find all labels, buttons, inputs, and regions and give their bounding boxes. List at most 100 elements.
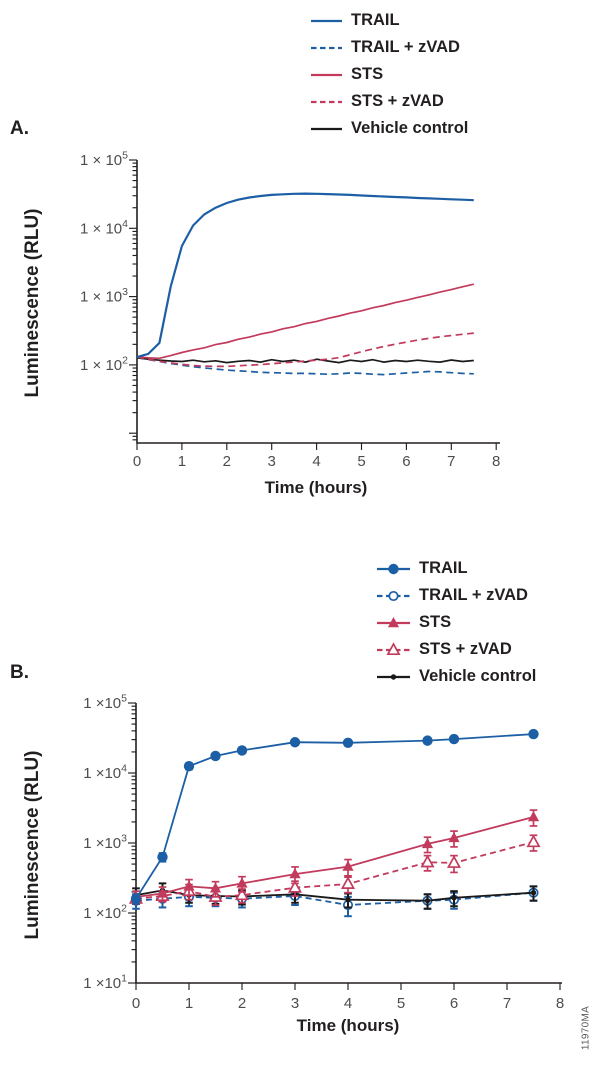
series-line-trail — [135, 733, 534, 900]
filled-circle-marker — [289, 737, 301, 748]
y-tick-label: 1 × 104 — [80, 218, 128, 238]
legend-label: STS + zVAD — [419, 640, 512, 658]
legend-label: TRAIL + zVAD — [351, 38, 460, 56]
error-bars — [132, 730, 538, 905]
series-sts — [136, 283, 474, 360]
chart-a-canvas: 0 1 2 3 4 5 6 7 8 1 × 105 1 × 104 1 × 103 1 × 102 — [80, 150, 500, 471]
legend-a: TRAIL TRAIL + zVAD STS STS + zVAD Vehicle co… — [311, 7, 468, 142]
open-triangle-marker — [340, 876, 356, 890]
x-tick-label: 1 — [178, 453, 186, 470]
x-tick-label: 4 — [344, 995, 352, 1012]
x-tick-label: 5 — [357, 453, 365, 470]
filled-triangle-marker — [183, 880, 195, 891]
legend-item-sts: STS — [377, 609, 536, 636]
dot-marker — [530, 889, 537, 896]
open-triangle-marker — [446, 855, 462, 868]
filled-circle-marker — [236, 745, 248, 756]
legend-item-sts: STS — [311, 61, 468, 88]
x-tick-label: 4 — [312, 453, 320, 470]
y-tick-label: 1 ×104 — [83, 763, 127, 783]
triangle-open-marker-swatch-icon — [377, 641, 410, 655]
dot-marker — [451, 895, 457, 901]
x-tick-label: 8 — [492, 453, 500, 470]
dot-marker — [390, 673, 397, 680]
line-swatch-icon — [311, 73, 342, 76]
open-triangle-marker — [526, 834, 541, 848]
open-triangle-marker — [386, 641, 401, 655]
filled-circle-marker — [210, 750, 221, 762]
filled-triangle-marker — [527, 811, 540, 822]
triangle-marker-swatch-icon — [377, 616, 410, 627]
open-triangle-marker — [234, 887, 250, 901]
dot-marker — [424, 897, 431, 904]
series-line-vehicle-control — [136, 356, 474, 364]
y-tick-label: 1 × 102 — [80, 354, 128, 374]
x-tick-label: 1 — [185, 995, 193, 1012]
series-line-sts — [136, 283, 474, 360]
filled-circle-marker — [448, 733, 460, 745]
legend-item-trail-zvad: TRAIL + zVAD — [311, 34, 468, 61]
y-tick-label: 1 × 105 — [80, 150, 128, 170]
legend-item-trail-zvad: TRAIL + zVAD — [377, 582, 536, 609]
legend-item-trail: TRAIL — [311, 7, 468, 34]
filled-triangle-marker — [209, 882, 222, 893]
open-triangle-marker — [420, 854, 435, 868]
circle-marker-swatch-icon — [377, 563, 410, 574]
x-tick-label: 7 — [447, 453, 455, 470]
x-tick-label: 2 — [238, 995, 246, 1012]
x-tick-label: 5 — [397, 995, 405, 1012]
chart-b-canvas: 0 1 2 3 4 5 6 7 8 1 ×105 1 ×104 1 ×103 1 ×102 1 ×101 — [83, 693, 564, 1013]
legend-label: STS — [351, 65, 384, 83]
tick-marks — [128, 702, 561, 990]
legend-label: STS — [419, 613, 452, 631]
filled-circle-marker — [388, 563, 399, 574]
line-swatch-icon — [311, 127, 342, 130]
open-circle-marker — [388, 590, 399, 601]
x-axis-title-b: Time (hours) — [296, 1016, 400, 1035]
series-line-trail — [136, 192, 474, 359]
filled-triangle-marker — [289, 868, 301, 879]
filled-circle-marker — [342, 737, 354, 749]
legend-item-vehicle-control: Vehicle control — [311, 115, 468, 142]
x-axis-title-a: Time (hours) — [264, 478, 368, 497]
x-tick-label: 0 — [132, 995, 140, 1012]
x-tick-label: 2 — [223, 453, 231, 470]
line-swatch-icon — [311, 46, 342, 49]
panel-a-label: A. — [10, 118, 29, 139]
x-tick-label: 6 — [450, 995, 458, 1012]
x-tick-label: 8 — [556, 995, 564, 1012]
series-trail — [130, 728, 539, 905]
legend-item-sts-zvad: STS + zVAD — [377, 636, 536, 663]
y-tick-label: 1 ×102 — [83, 903, 127, 923]
series-line-sts — [135, 816, 534, 898]
open-triangle-marker — [287, 879, 303, 893]
series-line-sts-zvad — [135, 841, 534, 900]
filled-circle-marker — [183, 761, 195, 772]
axes — [136, 160, 500, 444]
series-line-trail-zvad — [136, 356, 474, 376]
filled-triangle-marker — [421, 837, 434, 849]
series-sts — [130, 809, 540, 905]
y-tick-label: 1 ×101 — [83, 973, 127, 993]
legend-label: Vehicle control — [419, 667, 537, 685]
x-tick-label: 6 — [402, 453, 410, 470]
panel-b-label: B. — [10, 662, 29, 683]
line-swatch-icon — [311, 100, 342, 103]
tick-labels: 0 1 2 3 4 5 6 7 8 1 × 105 1 × 104 1 × 103 1 × 102 — [80, 150, 500, 471]
filled-circle-marker — [157, 851, 168, 863]
x-tick-label: 3 — [291, 995, 299, 1012]
filled-triangle-marker — [387, 616, 400, 627]
filled-circle-marker — [422, 735, 433, 746]
figure-id-vertical-text: 11970MA — [580, 1005, 592, 1051]
x-tick-label: 7 — [503, 995, 511, 1012]
legend-label: TRAIL + zVAD — [419, 586, 528, 604]
dot-marker-swatch-icon — [377, 673, 410, 680]
legend-item-vehicle-control: Vehicle control — [377, 663, 536, 690]
series-line-trail-zvad — [135, 891, 534, 906]
legend-item-trail: TRAIL — [377, 555, 536, 582]
series-trail-zvad — [136, 356, 474, 376]
filled-triangle-marker — [156, 887, 169, 898]
series-vehicle-control — [136, 356, 474, 364]
series-trail — [136, 192, 474, 359]
